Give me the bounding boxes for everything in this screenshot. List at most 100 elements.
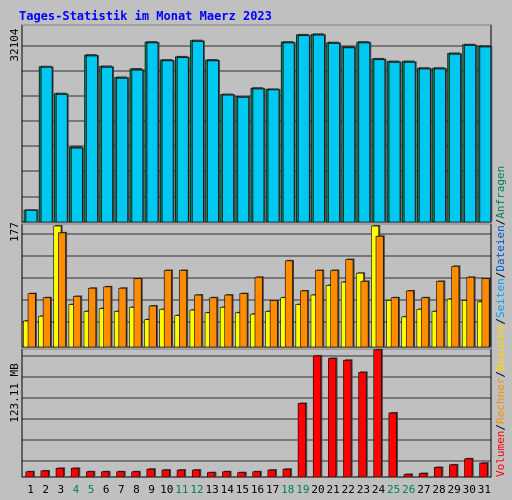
legend-separator: /: [494, 219, 507, 226]
bar-rechner-day-11: [179, 270, 187, 348]
bar-rechner-day-12: [194, 294, 203, 348]
bar-volumen-day-27: [418, 473, 428, 478]
bar-dateien-day-14: [222, 94, 234, 223]
bar-volumen-day-12: [191, 469, 201, 478]
x-tick-label: 5: [88, 483, 95, 496]
bar-volumen-day-29: [449, 464, 458, 478]
bar-volumen-day-30: [464, 458, 473, 478]
x-tick-label: 3: [58, 483, 65, 496]
bar-dateien-day-12: [192, 41, 204, 223]
bar-rechner-day-7: [118, 287, 127, 348]
bar-volumen-day-22: [343, 359, 352, 478]
legend-item-anfragen: Anfragen: [494, 166, 507, 219]
x-tick-label: 11: [175, 483, 188, 496]
bar-volumen-day-23: [358, 372, 367, 478]
bar-rechner-day-22: [345, 259, 354, 348]
bar-rechner-day-28: [436, 281, 445, 348]
panel-hits-files: 32104: [8, 24, 493, 223]
bar-rechner-day-8: [133, 278, 142, 348]
bar-dateien-day-17: [267, 89, 280, 223]
x-tick-label: 9: [148, 483, 155, 496]
legend-item-rechner: Rechner: [494, 377, 507, 424]
panel-max-label: 32104: [8, 28, 21, 61]
bar-rechner-day-26: [405, 290, 414, 348]
x-tick-label: 25: [387, 483, 400, 496]
chart-panels: 32104 177 123.11 MB: [8, 24, 493, 478]
bar-rechner-day-6: [103, 286, 112, 348]
bar-rechner-day-15: [239, 293, 248, 348]
x-tick-label: 16: [251, 483, 264, 496]
legend-text: Volumen/Rechner/Besuche/Seiten/Dateien/A…: [494, 166, 507, 477]
bar-dateien-day-2: [40, 66, 53, 223]
bar-rechner-day-14: [224, 294, 233, 348]
bar-volumen-day-8: [131, 471, 140, 478]
bar-dateien-day-30: [464, 45, 476, 223]
x-tick-label: 14: [221, 483, 235, 496]
x-tick-label: 31: [478, 483, 491, 496]
x-tick-label: 27: [417, 483, 430, 496]
bar-volumen-day-3: [55, 468, 64, 478]
x-tick-label: 17: [266, 483, 279, 496]
x-tick-label: 28: [432, 483, 445, 496]
bar-dateien-day-7: [116, 78, 128, 223]
bar-rechner-day-23: [360, 281, 369, 348]
bar-rechner-day-30: [466, 276, 475, 348]
bar-dateien-day-23: [358, 42, 371, 223]
bar-volumen-day-18: [282, 468, 291, 478]
bar-volumen-day-25: [388, 412, 397, 478]
panel-max-label: 177: [8, 222, 21, 242]
x-tick-label: 2: [42, 483, 49, 496]
bar-volumen-day-21: [328, 358, 337, 478]
bar-dateien-day-1: [25, 210, 38, 223]
bar-rechner-day-2: [42, 297, 51, 348]
x-tick-label: 30: [463, 483, 476, 496]
bar-volumen-day-26: [403, 474, 412, 478]
bar-volumen-day-20: [312, 355, 322, 478]
bar-rechner-day-18: [284, 260, 293, 348]
bar-volumen-day-5: [85, 471, 95, 478]
bar-dateien-day-16: [252, 88, 265, 223]
bar-dateien-day-31: [479, 46, 492, 223]
x-tick-label: 29: [448, 483, 461, 496]
bar-rechner-day-25: [390, 297, 399, 348]
x-tick-label: 7: [118, 483, 125, 496]
x-tick-label: 10: [160, 483, 173, 496]
bar-dateien-day-6: [101, 66, 113, 223]
x-tick-label: 13: [205, 483, 218, 496]
bar-rechner-day-4: [73, 296, 81, 348]
bar-volumen-day-14: [222, 471, 231, 478]
bar-volumen-day-15: [237, 472, 246, 478]
bar-rechner-day-3: [57, 232, 66, 348]
bar-rechner-day-31: [481, 278, 490, 348]
legend-separator: /: [494, 424, 507, 431]
bar-dateien-day-15: [237, 97, 249, 223]
bar-dateien-day-22: [343, 47, 355, 223]
bar-volumen-day-31: [479, 462, 488, 478]
bar-rechner-day-16: [254, 276, 263, 348]
legend-separator: /: [494, 318, 507, 325]
bar-rechner-day-13: [209, 297, 218, 348]
bar-volumen-day-4: [70, 468, 80, 478]
bar-rechner-day-5: [88, 287, 97, 348]
x-tick-label: 15: [236, 483, 249, 496]
bar-volumen-day-2: [40, 470, 49, 478]
legend-separator: /: [494, 272, 507, 279]
bar-volumen-day-7: [116, 471, 125, 478]
bar-rechner-day-21: [330, 270, 339, 348]
bar-dateien-day-28: [434, 68, 446, 223]
bar-volumen-day-28: [433, 467, 443, 478]
legend-item-volumen: Volumen: [494, 431, 507, 477]
bar-rechner-day-27: [421, 297, 429, 348]
bar-volumen-day-24: [373, 349, 382, 478]
bar-dateien-day-18: [282, 42, 295, 223]
bar-dateien-day-3: [55, 94, 68, 223]
bar-volumen-day-16: [252, 471, 261, 478]
bar-dateien-day-9: [146, 42, 159, 223]
bar-dateien-day-25: [388, 62, 401, 223]
bar-dateien-day-27: [419, 68, 431, 223]
bar-volumen-day-13: [207, 472, 216, 478]
panel-volume: 123.11 MB: [8, 348, 492, 478]
bar-rechner-day-10: [163, 270, 172, 348]
bar-volumen-day-17: [267, 469, 276, 478]
bar-volumen-day-10: [161, 469, 170, 478]
